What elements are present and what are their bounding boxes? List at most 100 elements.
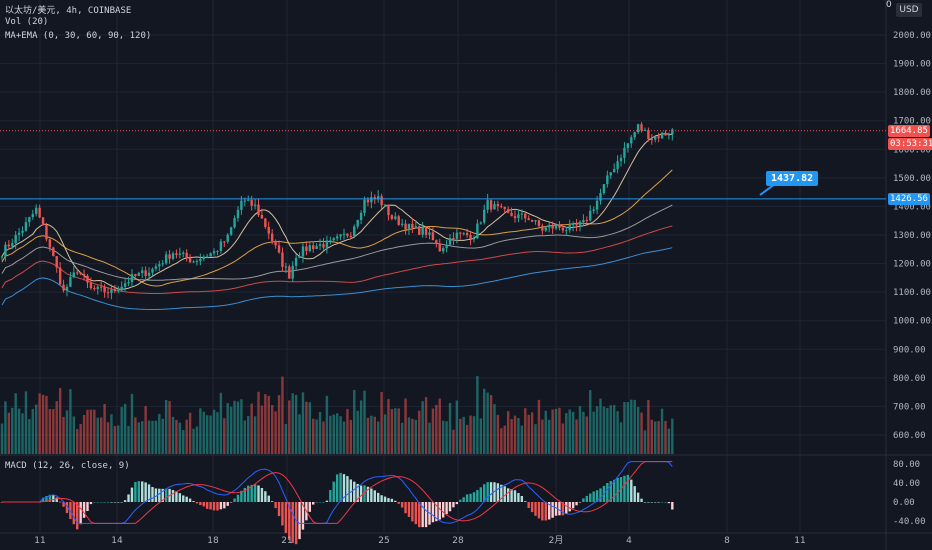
volume-bar: [500, 428, 503, 454]
candle: [294, 257, 298, 266]
price-callout[interactable]: 1437.82: [766, 171, 819, 186]
volume-bar: [127, 426, 130, 454]
macd-histogram-bar: [390, 498, 394, 502]
volume-bar: [428, 422, 431, 454]
candle: [4, 244, 7, 257]
macd-histogram-bar: [462, 497, 465, 502]
macd-histogram-bar: [55, 497, 58, 502]
macd-histogram-bar: [291, 502, 294, 543]
volume-bar: [312, 418, 315, 454]
candle: [513, 216, 517, 219]
candle: [609, 172, 612, 176]
macd-tick-label: 40.00: [893, 479, 920, 489]
candle: [349, 235, 353, 237]
candle: [96, 286, 99, 290]
volume-bar: [175, 419, 178, 454]
volume-bar: [243, 420, 247, 454]
candle: [424, 227, 428, 235]
candle: [243, 200, 247, 202]
volume-bar: [236, 401, 240, 454]
price-tick-label: 1000.00: [893, 317, 931, 327]
candle: [89, 282, 93, 289]
candle: [503, 206, 506, 210]
candle: [633, 132, 636, 138]
macd-histogram-bar: [568, 502, 571, 512]
volume-bar: [380, 392, 383, 454]
macd-histogram-bar: [448, 502, 452, 512]
candle: [0, 256, 4, 258]
candle: [99, 286, 103, 288]
candle: [76, 272, 79, 274]
volume-bar: [359, 400, 363, 454]
candle: [233, 218, 236, 228]
candle: [472, 238, 476, 240]
macd-histogram-bar: [527, 502, 530, 509]
macd-histogram-bar: [397, 502, 400, 504]
candle: [260, 214, 264, 219]
candle: [612, 169, 616, 173]
volume-bar: [657, 421, 660, 454]
candle: [380, 196, 383, 206]
macd-histogram-bar: [226, 502, 229, 506]
candle: [103, 287, 106, 293]
candle: [318, 244, 322, 246]
macd-histogram-bar: [219, 502, 223, 510]
macd-histogram-bar: [544, 502, 547, 521]
candle: [390, 215, 394, 219]
macd-histogram-bar: [233, 498, 236, 502]
macd-histogram-bar: [541, 502, 544, 521]
candle: [161, 263, 164, 265]
candle: [72, 272, 76, 278]
candle: [308, 245, 311, 251]
volume-bar: [288, 400, 291, 454]
volume-bar: [253, 416, 257, 454]
macd-histogram-bar: [435, 502, 438, 522]
volume-bar: [274, 411, 277, 454]
volume-bar: [103, 403, 106, 454]
volume-bar: [404, 398, 407, 454]
candle: [182, 252, 185, 254]
volume-bar: [247, 415, 250, 454]
macd-histogram-bar: [554, 502, 558, 516]
macd-histogram-bar: [472, 492, 476, 502]
volume-bar: [394, 408, 397, 454]
volume-bar: [397, 408, 400, 454]
candle: [185, 252, 188, 258]
volume-bar: [332, 414, 335, 454]
volume-bar: [414, 419, 418, 454]
macd-histogram-bar: [236, 494, 240, 502]
macd-histogram-bar: [113, 502, 117, 503]
macd-histogram-bar: [93, 502, 96, 503]
candle: [226, 234, 229, 242]
volume-bar: [636, 406, 640, 454]
volume-bar: [277, 395, 281, 454]
volume-bar: [123, 403, 127, 454]
volume-bar: [465, 424, 469, 454]
macd-histogram-bar: [141, 481, 144, 502]
candle: [332, 238, 335, 241]
candle: [455, 232, 459, 239]
candle: [188, 257, 192, 263]
candle: [356, 220, 359, 227]
volume-bar: [534, 424, 537, 454]
macd-histogram-bar: [137, 481, 140, 502]
candle: [247, 199, 250, 201]
macd-histogram-bar: [288, 502, 291, 540]
candle: [55, 256, 58, 268]
volume-bar: [284, 424, 288, 454]
currency-button[interactable]: USD: [896, 3, 922, 17]
macd-histogram-bar: [530, 502, 534, 513]
candle: [305, 246, 308, 251]
candle: [377, 196, 380, 199]
volume-bar: [72, 416, 76, 454]
symbol-legend: 以太坊/美元, 4h, COINBASE: [5, 6, 132, 16]
volume-bar: [41, 394, 45, 454]
volume-bar: [445, 421, 448, 454]
candle: [178, 253, 182, 255]
macd-histogram-bar: [589, 493, 592, 502]
candle: [383, 204, 387, 206]
macd-histogram-bar: [308, 502, 311, 512]
volume-bar: [151, 420, 154, 454]
candle: [120, 286, 123, 291]
